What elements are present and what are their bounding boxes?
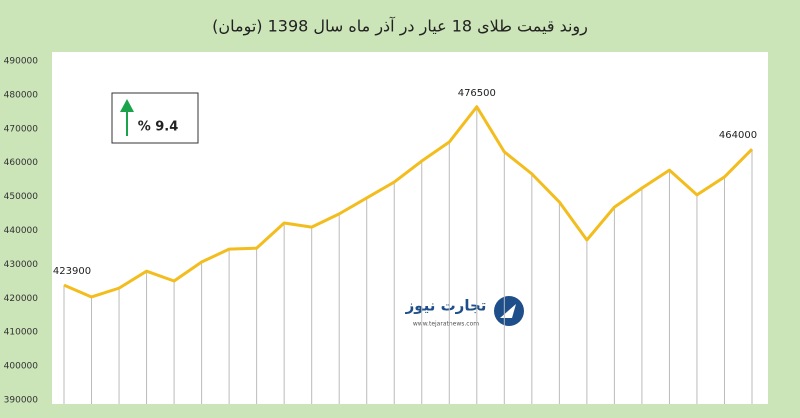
watermark: تجارت نیوز www.tejaratnews.com <box>405 296 524 328</box>
y-tick-label: 400000 <box>4 362 39 372</box>
y-tick-label: 390000 <box>4 396 39 406</box>
data-label: 476500 <box>458 88 496 99</box>
y-tick-label: 460000 <box>4 158 39 168</box>
y-tick-label: 440000 <box>4 226 39 236</box>
logo-url: www.tejaratnews.com <box>413 321 479 328</box>
data-label: 423900 <box>53 266 91 277</box>
annotation-box <box>111 92 199 144</box>
logo-text: تجارت نیوز <box>405 297 487 315</box>
up-arrow <box>120 99 134 136</box>
line-series <box>63 105 754 299</box>
y-tick-label: 430000 <box>4 260 39 270</box>
y-tick-label: 470000 <box>4 124 39 134</box>
y-tick-label: 420000 <box>4 294 39 304</box>
y-tick-label: 410000 <box>4 328 39 338</box>
y-tick-label: 490000 <box>4 57 39 67</box>
y-tick-label: 450000 <box>4 192 39 202</box>
annotation: % 9.4 <box>138 120 179 135</box>
chart-title: روند قیمت طلای 18 عیار در آذر ماه سال 13… <box>212 17 588 37</box>
y-tick-label: 480000 <box>4 90 39 100</box>
data-label: 464000 <box>719 130 757 141</box>
